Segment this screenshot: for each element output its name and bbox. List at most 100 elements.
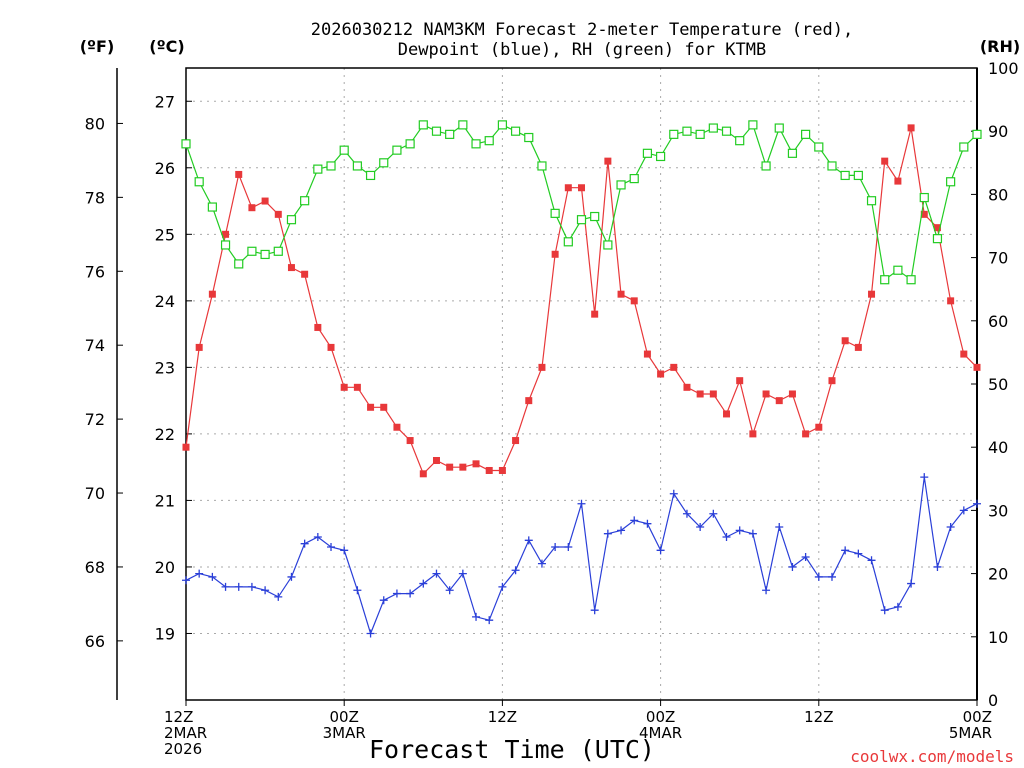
rh-point [194, 177, 204, 187]
2-meter-temperature-point [287, 264, 295, 272]
rh-point [919, 192, 929, 203]
2-meter-temperature-point [353, 383, 361, 391]
dewpoint-point [379, 596, 388, 605]
dewpoint-point [313, 533, 322, 542]
2-meter-temperature-point [775, 397, 783, 405]
2-meter-temperature-point [485, 466, 493, 474]
dewpoint-point [907, 579, 916, 588]
rh-point [748, 120, 758, 130]
rh-point [471, 139, 481, 149]
time-tick-label: 2026 [164, 740, 202, 758]
dewpoint-point [696, 523, 705, 532]
rh-point [458, 120, 468, 130]
2-meter-temperature-point [617, 290, 625, 298]
rh-point [273, 246, 283, 256]
2-meter-temperature-point [578, 184, 585, 192]
2-meter-temperature-point [933, 224, 941, 232]
rh-tick-label: 20 [988, 565, 1008, 584]
rh-point [550, 208, 560, 218]
time-tick-label: 12Z [488, 708, 517, 726]
rh-point [207, 202, 217, 212]
dewpoint-point [221, 582, 230, 591]
dewpoint-point [854, 549, 863, 558]
time-tick-label: 00Z [963, 708, 992, 726]
2-meter-temperature-point [907, 124, 915, 132]
dewpoint-point [524, 536, 533, 545]
rh-point [721, 126, 732, 136]
rh-tick-label: 80 [988, 185, 1008, 204]
2-meter-temperature-point [525, 397, 533, 405]
dewpoint-point [933, 562, 942, 571]
2-meter-temperature-point [591, 310, 599, 318]
rh-point [563, 237, 573, 247]
time-tick-label: 2MAR [164, 724, 207, 742]
2-meter-temperature-point [683, 383, 691, 391]
rh-point [537, 161, 547, 171]
dewpoint-point [603, 529, 612, 538]
rh-point [629, 174, 639, 184]
2-meter-temperature-point [393, 423, 401, 431]
dewpoint-point [669, 489, 678, 498]
rh-point [365, 170, 376, 181]
2-meter-temperature-point [564, 184, 572, 192]
dewpoint-point [300, 539, 309, 548]
2-meter-temperature-point [973, 363, 981, 371]
fahrenheit-tick-label: 66 [85, 632, 105, 651]
2-meter-temperature-point [301, 270, 309, 278]
time-tick-label: 4MAR [639, 724, 682, 742]
dewpoint-point [261, 586, 270, 595]
rh-point [431, 126, 442, 136]
2-meter-temperature-point [459, 463, 467, 471]
plot-frame [185, 67, 978, 701]
rh-point [220, 240, 231, 250]
dewpoint-point [274, 592, 283, 601]
rh-tick-label: 50 [988, 375, 1008, 394]
celsius-tick-label: 26 [155, 159, 175, 178]
2-meter-temperature-point [538, 363, 546, 371]
rh-tick-label: 40 [988, 438, 1008, 457]
2-meter-temperature-point [762, 390, 770, 398]
2-meter-temperature-point [446, 463, 454, 471]
2-meter-temperature-point [512, 437, 520, 445]
rh-point [497, 120, 507, 130]
2-meter-temperature-point [630, 297, 638, 305]
dewpoint-point [182, 576, 190, 585]
chart-title-line1: 2026030212 NAM3KM Forecast 2-meter Tempe… [311, 20, 853, 40]
time-tick-label: 00Z [646, 708, 675, 726]
rh-point [946, 177, 956, 187]
rh-point [590, 211, 600, 222]
2-meter-temperature-point [802, 430, 810, 438]
dewpoint-point [577, 499, 586, 508]
rh-point [576, 215, 587, 225]
rh-tick-label: 30 [988, 501, 1008, 520]
time-tick-label: 12Z [164, 708, 193, 726]
dewpoint-point [406, 589, 415, 598]
rh-tick-label: 70 [988, 249, 1008, 268]
rh-point [669, 129, 679, 139]
dewpoint-point [458, 569, 467, 578]
rh-point [181, 139, 191, 149]
credit-text: coolwx.com/models [850, 747, 1014, 766]
fahrenheit-tick-label: 80 [85, 114, 105, 133]
rh-unit-label: (RH) [980, 37, 1020, 56]
celsius-tick-label: 23 [155, 358, 175, 377]
celsius-tick-label: 27 [155, 92, 175, 111]
dewpoint-point [748, 529, 757, 538]
2-meter-temperature-point [208, 290, 216, 298]
rh-point [484, 136, 494, 146]
2-meter-temperature-point [551, 250, 559, 258]
rh-point [655, 151, 666, 162]
time-tick-label: 00Z [330, 708, 359, 726]
fahrenheit-tick-label: 70 [85, 484, 105, 503]
rh-point [959, 142, 969, 152]
rh-point [510, 126, 521, 136]
rh-point [379, 158, 389, 168]
2-meter-temperature-point [749, 430, 757, 438]
2-meter-temperature-point [222, 230, 230, 238]
dewpoint-point [327, 542, 336, 551]
dewpoint-point [801, 552, 810, 561]
2-meter-temperature-point [195, 343, 203, 351]
fahrenheit-unit-label: (ºF) [80, 37, 115, 56]
dewpoint-point [814, 572, 823, 581]
